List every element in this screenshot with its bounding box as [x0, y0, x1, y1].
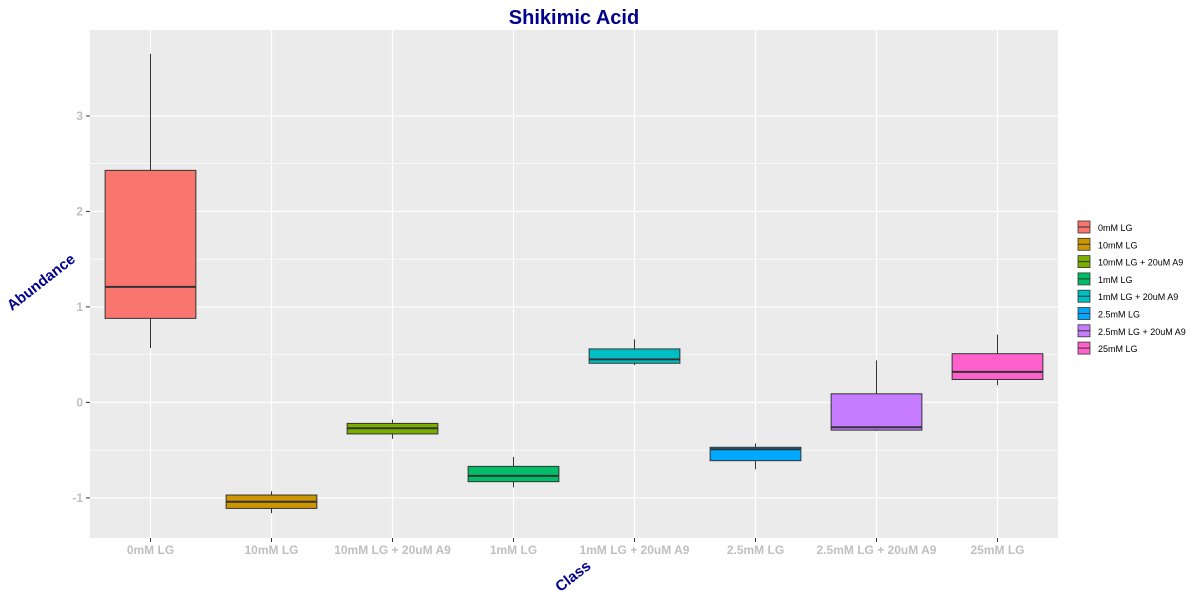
legend-item: 0mM LG	[1077, 220, 1133, 234]
legend-label: 1mM LG	[1098, 275, 1133, 285]
x-tick-label: 1mM LG + 20uM A9	[580, 543, 690, 557]
legend-item: 10mM LG	[1077, 237, 1138, 251]
legend-item: 2.5mM LG	[1077, 307, 1140, 320]
legend-label: 2.5mM LG	[1098, 310, 1140, 320]
legend-label: 2.5mM LG + 20uM A9	[1098, 327, 1186, 337]
axis-labels: -1 0 1 2 3 0mM LG 10mM LG 10mM LG + 20uM A9 1mM …	[72, 109, 1024, 557]
box-1	[225, 491, 318, 514]
legend-item: 2.5mM LG + 20uM A9	[1077, 324, 1186, 338]
box-body	[830, 393, 923, 431]
x-tick-label: 2.5mM LG	[727, 543, 784, 557]
box-6	[830, 360, 923, 432]
legend-label: 0mM LG	[1098, 223, 1133, 233]
box-0	[104, 53, 197, 348]
legend-item: 1mM LG + 20uM A9	[1077, 289, 1178, 303]
legend-item: 1mM LG	[1077, 272, 1133, 286]
x-tick-label: 10mM LG	[244, 543, 298, 557]
legend-label: 10mM LG	[1098, 240, 1138, 250]
legend-label: 1mM LG + 20uM A9	[1098, 292, 1178, 302]
plot-panel	[90, 30, 1058, 538]
legend-label: 25mM LG	[1098, 344, 1138, 354]
grid-lines	[90, 30, 1058, 538]
y-tick-label: -1	[72, 491, 83, 505]
legend-item: 10mM LG + 20uM A9	[1077, 255, 1183, 269]
box-3	[467, 456, 560, 488]
box-body	[951, 353, 1044, 380]
y-tick-label: 2	[76, 204, 83, 218]
y-tick-label: 1	[76, 300, 83, 314]
box-2	[346, 419, 439, 439]
box-plots	[104, 53, 1044, 514]
x-axis-title: Class	[552, 557, 594, 595]
x-tick-label: 2.5mM LG + 20uM A9	[817, 543, 937, 557]
y-tick-label: 3	[76, 109, 83, 123]
box-body	[709, 446, 802, 462]
box-7	[951, 334, 1044, 386]
box-body	[467, 465, 560, 483]
x-tick-label: 25mM LG	[970, 543, 1024, 557]
y-tick-label: 0	[76, 395, 83, 409]
box-body	[588, 348, 681, 364]
box-body	[104, 169, 197, 319]
box-5	[709, 443, 802, 470]
x-tick-label: 10mM LG + 20uM A9	[334, 543, 451, 557]
legend-label: 10mM LG + 20uM A9	[1098, 258, 1183, 268]
legend: 0mM LG 10mM LG 10mM LG + 20uM A9 1mM LG 1mM …	[1077, 220, 1186, 355]
y-axis-title: Abundance	[4, 251, 79, 315]
chart-title: Shikimic Acid	[509, 7, 639, 29]
legend-item: 25mM LG	[1077, 341, 1138, 355]
box-4	[588, 339, 681, 366]
x-tick-label: 0mM LG	[127, 543, 174, 557]
x-tick-label: 1mM LG	[490, 543, 537, 557]
